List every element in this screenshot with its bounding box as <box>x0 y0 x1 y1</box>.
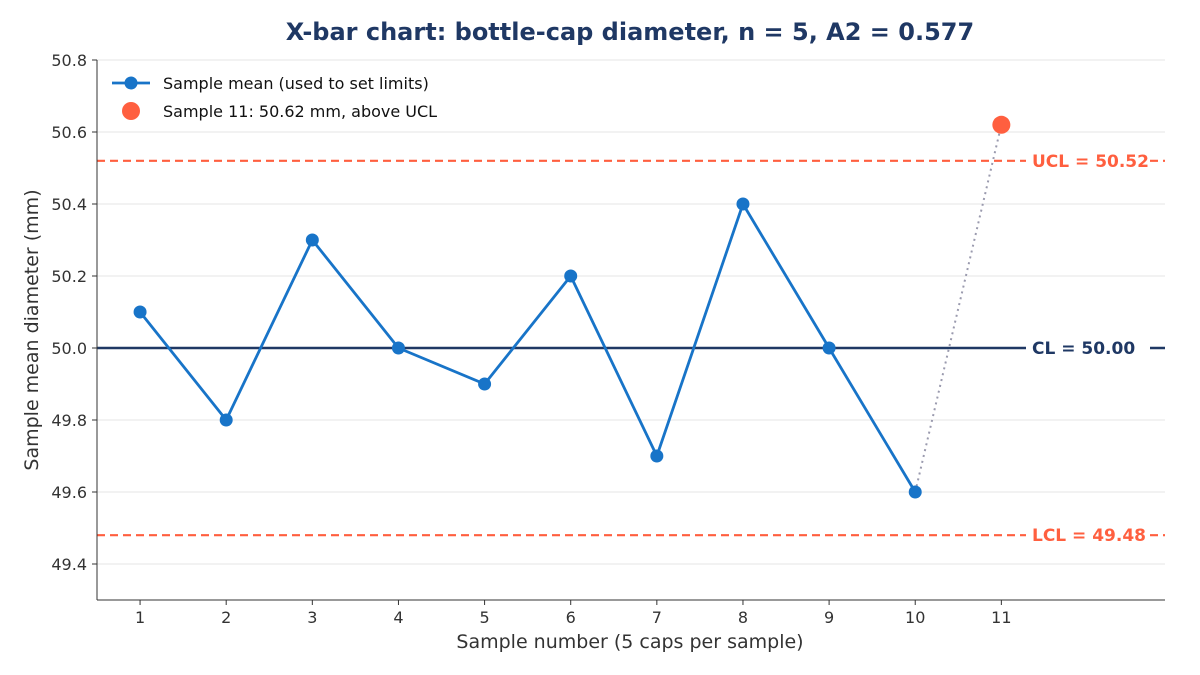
legend-marker-sample-11 <box>122 102 140 120</box>
y-tick-label: 50.6 <box>51 123 87 142</box>
ticks: 49.4 49.6 49.8 50.0 50.2 50.4 50.6 50.8 1 2 3 4 5 6 7 8… <box>51 51 1011 627</box>
x-tick-label: 1 <box>135 608 145 627</box>
x-tick-label: 5 <box>479 608 489 627</box>
x-tick-label: 3 <box>307 608 317 627</box>
x-tick-label: 9 <box>824 608 834 627</box>
lcl-label: LCL = 49.48 <box>1032 526 1146 546</box>
point-sample-6 <box>564 269 578 283</box>
y-tick-label: 50.8 <box>51 51 87 70</box>
y-tick-label: 49.4 <box>51 555 87 574</box>
y-tick-label: 50.2 <box>51 267 87 286</box>
y-tick-label: 50.4 <box>51 195 87 214</box>
chart-title: X-bar chart: bottle-cap diameter, n = 5,… <box>286 18 974 46</box>
connector-group <box>914 124 1003 493</box>
point-sample-11-above-ucl <box>992 115 1011 134</box>
ref-line-ucl: UCL = 50.52 <box>97 148 1165 173</box>
legend-label-sample-11: Sample 11: 50.62 mm, above UCL <box>163 102 437 121</box>
point-sample-10 <box>908 485 922 499</box>
x-tick-label: 4 <box>393 608 403 627</box>
lcl-label-background <box>1026 523 1150 548</box>
y-axis-label: Sample mean diameter (mm) <box>21 189 43 470</box>
ucl-label-background <box>1026 148 1150 173</box>
legend: Sample mean (used to set limits) Sample 1… <box>112 74 437 121</box>
connector-line <box>914 124 1003 493</box>
point-sample-3 <box>305 233 319 247</box>
series-group <box>133 115 1011 499</box>
point-sample-1 <box>133 305 147 319</box>
point-sample-4 <box>391 341 405 355</box>
y-tick-label: 49.8 <box>51 411 87 430</box>
ref-line-cl: CL = 50.00 <box>97 336 1165 360</box>
cl-label: CL = 50.00 <box>1032 339 1135 359</box>
y-tick-label: 50.0 <box>51 339 87 358</box>
legend-marker-sample-mean <box>124 76 138 90</box>
ref-line-lcl: LCL = 49.48 <box>97 523 1165 548</box>
x-tick-label: 11 <box>991 608 1011 627</box>
series-line-sample-mean <box>138 202 917 493</box>
reference-lines: UCL = 50.52 CL = 50.00 LCL = 49.48 <box>97 148 1165 548</box>
x-tick-label: 2 <box>221 608 231 627</box>
point-sample-9 <box>822 341 836 355</box>
legend-label-sample-mean: Sample mean (used to set limits) <box>163 74 429 93</box>
grid-lines <box>97 59 1165 565</box>
x-tick-label: 6 <box>566 608 576 627</box>
point-sample-7 <box>650 449 664 463</box>
x-tick-label: 10 <box>905 608 925 627</box>
x-tick-label: 7 <box>652 608 662 627</box>
point-sample-8 <box>736 197 750 211</box>
ucl-label: UCL = 50.52 <box>1032 152 1149 172</box>
y-tick-label: 49.6 <box>51 483 87 502</box>
x-axis-label: Sample number (5 caps per sample) <box>456 631 803 653</box>
axes <box>96 60 1165 601</box>
x-tick-label: 8 <box>738 608 748 627</box>
cl-label-background <box>1026 336 1150 360</box>
point-sample-5 <box>478 377 492 391</box>
point-sample-2 <box>219 413 233 427</box>
